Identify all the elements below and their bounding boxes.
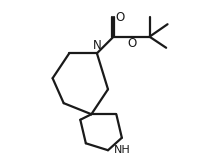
Text: O: O	[115, 11, 124, 24]
Text: N: N	[92, 39, 101, 52]
Text: O: O	[127, 37, 136, 50]
Text: NH: NH	[114, 145, 130, 155]
